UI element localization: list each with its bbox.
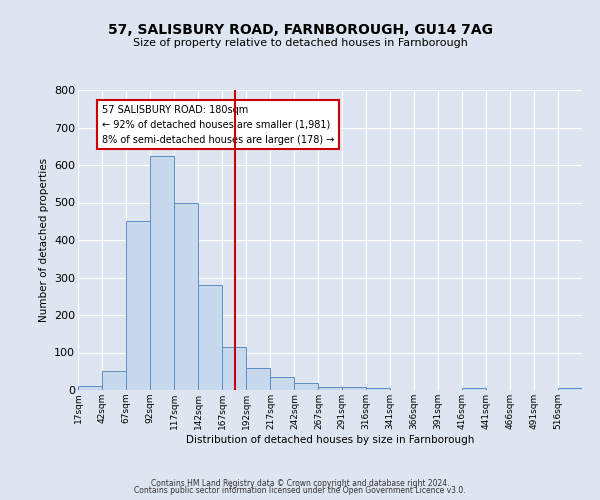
X-axis label: Distribution of detached houses by size in Farnborough: Distribution of detached houses by size … xyxy=(186,434,474,444)
Text: Contains HM Land Registry data © Crown copyright and database right 2024.: Contains HM Land Registry data © Crown c… xyxy=(151,478,449,488)
Bar xyxy=(319,387,341,390)
Text: 57, SALISBURY ROAD, FARNBOROUGH, GU14 7AG: 57, SALISBURY ROAD, FARNBOROUGH, GU14 7A… xyxy=(107,22,493,36)
Bar xyxy=(102,370,126,390)
Text: Contains public sector information licensed under the Open Government Licence v3: Contains public sector information licen… xyxy=(134,486,466,495)
Bar xyxy=(150,156,174,390)
Bar xyxy=(341,387,365,390)
Bar xyxy=(365,388,389,390)
Y-axis label: Number of detached properties: Number of detached properties xyxy=(38,158,49,322)
Bar xyxy=(198,285,222,390)
Bar xyxy=(78,386,102,390)
Bar xyxy=(271,377,295,390)
Text: 57 SALISBURY ROAD: 180sqm
← 92% of detached houses are smaller (1,981)
8% of sem: 57 SALISBURY ROAD: 180sqm ← 92% of detac… xyxy=(102,105,334,144)
Bar xyxy=(295,382,319,390)
Bar xyxy=(222,347,247,390)
Bar xyxy=(462,388,486,390)
Bar xyxy=(174,202,198,390)
Bar xyxy=(247,368,271,390)
Bar xyxy=(126,221,150,390)
Bar xyxy=(558,388,582,390)
Text: Size of property relative to detached houses in Farnborough: Size of property relative to detached ho… xyxy=(133,38,467,48)
